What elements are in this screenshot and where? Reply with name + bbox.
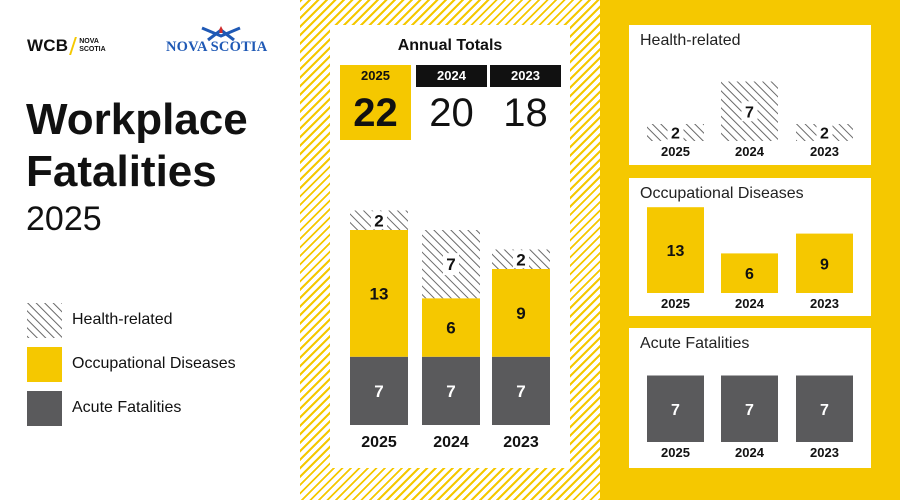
occupational-bar-chart: 13 2025 6 2024 9 2023: [647, 207, 853, 311]
x-tick-label: 2023: [503, 434, 539, 451]
dark-swatch: [27, 390, 62, 426]
bar-segment-occupational-2023: [492, 269, 550, 357]
logo-slash: [69, 37, 78, 55]
bar-segment-acute-2025: [350, 356, 408, 425]
title-year: 2025: [26, 200, 102, 238]
total-value: 20: [429, 91, 474, 135]
bar-value-label: 2: [374, 211, 383, 230]
total-value: 22: [340, 87, 411, 140]
total-year: 2025: [340, 65, 411, 87]
bar-value-label: 7: [820, 402, 829, 419]
annual-totals-title: Annual Totals: [397, 37, 503, 54]
legend-item-health: Health-related: [27, 302, 236, 338]
nova-scotia-logo-text: NOVA SCOTIA: [166, 39, 268, 55]
label-bg: [443, 253, 459, 276]
legend-item-occupational: Occupational Diseases: [27, 346, 236, 382]
label-bg: [816, 122, 833, 143]
total-2023: 2023 18: [490, 65, 561, 140]
title-line-1: Workplace: [26, 95, 248, 144]
bar-occupational-2025: [647, 207, 704, 293]
nova-scotia-logo: NOVA SCOTIA: [166, 24, 274, 56]
bar-value-label: 7: [446, 382, 455, 401]
hatch-swatch: [27, 302, 62, 338]
panel-health-related: Health-related 2 2025 7 2024 2 2023: [629, 25, 871, 165]
bar-value-label: 7: [374, 382, 383, 401]
bar-value-label: 13: [667, 243, 685, 260]
bar-acute-2024: [721, 375, 778, 442]
bar-value-label: 7: [446, 255, 455, 274]
wcb-sub-line1: NOVA: [79, 38, 99, 45]
bar-value-label: 6: [446, 319, 455, 338]
panel-occupational-diseases: Occupational Diseases 13 2025 6 2024 9 2023: [629, 178, 871, 316]
bar-value-label: 13: [370, 284, 389, 303]
total-2025: 2025 22: [340, 65, 411, 140]
bar-acute-2023: [796, 375, 853, 442]
bar-occupational-2024: [721, 253, 778, 293]
bar-occupational-2023: [796, 233, 853, 293]
legend-label: Health-related: [72, 311, 173, 328]
right-column: Health-related 2 2025 7 2024 2 2023 Occupatio…: [600, 0, 900, 500]
bar-value-label: 9: [516, 304, 525, 323]
bar-segment-acute-2024: [422, 356, 480, 425]
total-2024: 2024 20: [416, 65, 487, 140]
x-tick-label: 2024: [735, 296, 765, 311]
wcb-sub-line2: SCOTIA: [79, 46, 106, 53]
label-bg: [741, 101, 758, 122]
x-tick-label: 2025: [361, 434, 397, 451]
total-year: 2024: [416, 65, 487, 87]
yellow-swatch: [27, 346, 62, 382]
x-tick-label: 2025: [661, 144, 690, 159]
bar-segment-occupational-2024: [422, 298, 480, 357]
panel-acute-fatalities: Acute Fatalities 7 2025 7 2024 7 2023: [629, 328, 871, 468]
bar-value-label: 7: [745, 402, 754, 419]
bar-value-label: 7: [516, 382, 525, 401]
wcb-logo: WCB NOVA SCOTIA: [27, 36, 106, 56]
x-tick-label: 2023: [810, 144, 839, 159]
legend-label: Occupational Diseases: [72, 355, 236, 372]
acute-bar-chart: 7 2025 7 2024 7 2023: [647, 375, 853, 460]
bar-segment-occupational-2025: [350, 230, 408, 357]
legend-item-acute: Acute Fatalities: [27, 390, 236, 426]
total-value: 18: [503, 91, 548, 135]
bar-value-label: 9: [820, 256, 829, 273]
flag-icon: [201, 26, 241, 42]
x-tick-label: 2024: [735, 144, 765, 159]
legend: Health-related Occupational Diseases Acu…: [27, 302, 236, 434]
x-tick-label: 2025: [661, 445, 690, 460]
bar-value-label: 7: [671, 402, 680, 419]
panel-title: Occupational Diseases: [640, 185, 804, 202]
bar-segment-acute-2023: [492, 356, 550, 425]
wcb-logo-subtext: NOVA SCOTIA: [79, 38, 105, 54]
wcb-logo-text: WCB: [27, 36, 69, 55]
page-title: Workplace Fatalities: [26, 94, 248, 198]
legend-label: Acute Fatalities: [72, 399, 182, 416]
x-tick-label: 2023: [810, 296, 839, 311]
label-bg: [667, 122, 684, 143]
x-tick-label: 2024: [433, 434, 469, 451]
x-tick-label: 2023: [810, 445, 839, 460]
bar-value-label: 2: [820, 126, 829, 143]
bar-value-label: 7: [745, 104, 754, 121]
total-year: 2023: [490, 65, 561, 87]
bar-acute-2025: [647, 375, 704, 442]
label-bg: [513, 250, 529, 269]
label-bg: [371, 211, 387, 230]
title-line-2: Fatalities: [26, 147, 217, 196]
x-tick-label: 2025: [661, 296, 690, 311]
left-column: WCB NOVA SCOTIA NOVA SCOTIA Workplace Fa…: [0, 0, 300, 500]
x-tick-label: 2024: [735, 445, 765, 460]
bar-value-label: 2: [671, 126, 680, 143]
panel-title: Acute Fatalities: [640, 335, 750, 352]
stacked-bar-chart: 7 13 2 2025 7 6 7 2024 7 9 2 2023: [350, 210, 550, 451]
bar-value-label: 2: [516, 250, 525, 269]
bar-value-label: 6: [745, 266, 754, 283]
panel-title: Health-related: [640, 32, 741, 49]
